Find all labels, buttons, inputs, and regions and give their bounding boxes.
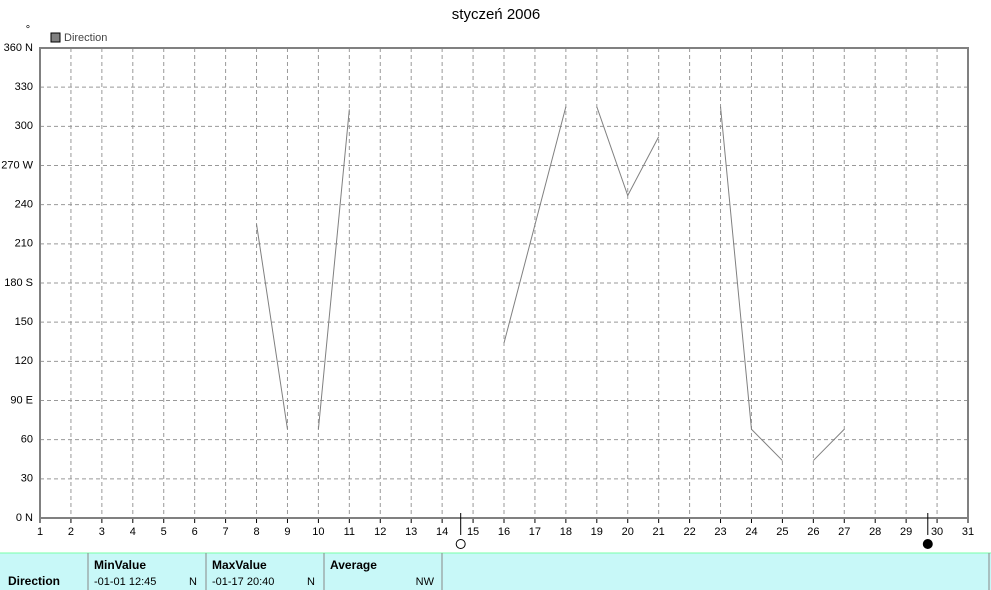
x-tick-label: 14 — [436, 526, 448, 538]
x-tick-label: 26 — [807, 526, 819, 538]
cell-value: N — [307, 576, 315, 588]
x-tick-label: 10 — [312, 526, 324, 538]
y-tick-label: 300 — [15, 120, 33, 132]
x-tick-label: 12 — [374, 526, 386, 538]
y-tick-label: 330 — [15, 81, 33, 93]
x-tick-label: 8 — [253, 526, 259, 538]
x-tick-label: 1 — [37, 526, 43, 538]
x-tick-label: 20 — [622, 526, 634, 538]
x-tick-label: 16 — [498, 526, 510, 538]
x-tick-label: 19 — [591, 526, 603, 538]
chart-title: styczeń 2006 — [452, 6, 540, 23]
cell-time: -01-01 12:45 — [94, 576, 156, 588]
y-tick-label: 120 — [15, 355, 33, 367]
x-tick-label: 25 — [776, 526, 788, 538]
x-tick-label: 24 — [745, 526, 757, 538]
y-unit: ° — [26, 24, 30, 36]
x-tick-label: 9 — [284, 526, 290, 538]
x-tick-label: 17 — [529, 526, 541, 538]
x-tick-label: 29 — [900, 526, 912, 538]
x-tick-label: 15 — [467, 526, 479, 538]
x-tick-label: 2 — [68, 526, 74, 538]
legend-swatch — [50, 32, 61, 43]
data-line — [256, 106, 845, 461]
x-tick-label: 22 — [683, 526, 695, 538]
x-tick-label: 27 — [838, 526, 850, 538]
x-tick-label: 18 — [560, 526, 572, 538]
col-header: MaxValue — [212, 558, 267, 572]
legend-label: Direction — [64, 32, 107, 44]
x-tick-label: 31 — [962, 526, 974, 538]
y-tick-label: 150 — [15, 316, 33, 328]
x-tick-label: 3 — [99, 526, 105, 538]
x-tick-label: 5 — [161, 526, 167, 538]
col-header: Average — [330, 558, 377, 572]
moon-marker — [922, 539, 933, 549]
col-header: MinValue — [94, 558, 146, 572]
x-tick-label: 4 — [130, 526, 136, 538]
stats-panel — [0, 553, 991, 590]
y-tick-label: 30 — [21, 473, 33, 485]
cell-time: -01-17 20:40 — [212, 576, 274, 588]
cell-value: N — [189, 576, 197, 588]
y-tick-label: 90 E — [10, 394, 33, 406]
y-tick-label: 60 — [21, 434, 33, 446]
y-tick-label: 270 W — [1, 159, 33, 171]
y-tick-label: 180 S — [4, 277, 33, 289]
row-label: Direction — [8, 574, 60, 588]
x-tick-label: 7 — [223, 526, 229, 538]
y-tick-label: 360 N — [4, 42, 33, 54]
plot-border — [39, 47, 969, 519]
x-tick-label: 30 — [931, 526, 943, 538]
y-tick-label: 210 — [15, 238, 33, 250]
x-tick-label: 11 — [344, 526, 355, 538]
x-tick-label: 28 — [869, 526, 881, 538]
x-tick-label: 23 — [714, 526, 726, 538]
x-tick-label: 13 — [405, 526, 417, 538]
moon-marker — [455, 539, 466, 549]
cell-value: NW — [416, 576, 435, 588]
y-tick-label: 240 — [15, 199, 33, 211]
x-tick-label: 6 — [192, 526, 198, 538]
x-tick-label: 21 — [653, 526, 665, 538]
y-tick-label: 0 N — [16, 512, 33, 524]
